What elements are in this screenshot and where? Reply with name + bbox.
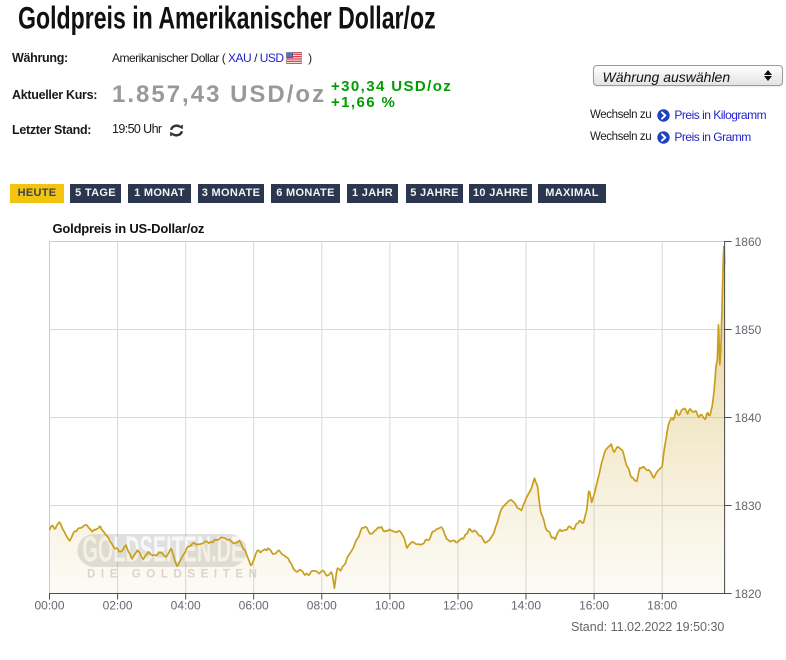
svg-text:14:00: 14:00 [511, 599, 541, 613]
svg-text:18:00: 18:00 [647, 599, 677, 613]
svg-text:04:00: 04:00 [171, 599, 201, 613]
svg-text:1860: 1860 [735, 235, 762, 249]
svg-text:1820: 1820 [735, 587, 762, 601]
svg-text:10:00: 10:00 [375, 599, 405, 613]
svg-text:1850: 1850 [735, 323, 762, 337]
svg-text:06:00: 06:00 [239, 599, 269, 613]
svg-text:02:00: 02:00 [103, 599, 133, 613]
svg-text:16:00: 16:00 [579, 599, 609, 613]
svg-text:1840: 1840 [735, 411, 762, 425]
svg-text:12:00: 12:00 [443, 599, 473, 613]
svg-text:08:00: 08:00 [307, 599, 337, 613]
svg-text:1830: 1830 [735, 499, 762, 513]
svg-text:00:00: 00:00 [34, 599, 64, 613]
